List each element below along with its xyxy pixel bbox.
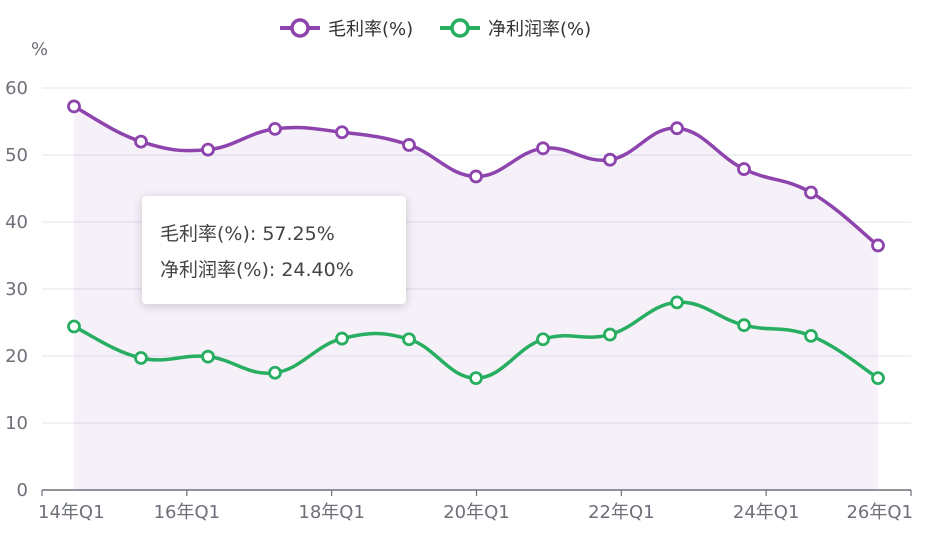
y-tick-label: 0 [17,480,28,501]
data-point[interactable] [469,371,483,386]
legend-item-1[interactable]: 净利润率(%) [440,18,591,40]
data-point[interactable] [536,332,550,347]
data-point[interactable] [335,331,349,346]
data-point[interactable] [134,134,148,149]
legend-swatch-marker [290,18,310,38]
data-point[interactable] [670,295,684,310]
x-tick-label: 20年Q1 [443,502,510,523]
y-axis-unit-label: % [31,39,48,60]
legend-label: 毛利率(%) [328,19,413,40]
data-point[interactable] [603,152,617,167]
x-tick-label: 24年Q1 [733,502,800,523]
y-tick-label: 30 [5,279,28,300]
tooltip-net-margin: 净利润率(%): 24.40% [160,259,354,281]
tooltip: 毛利率(%): 57.25% 净利润率(%): 24.40% [142,196,406,304]
x-tick-label: 16年Q1 [154,502,221,523]
data-point[interactable] [402,138,416,152]
data-point[interactable] [67,99,81,114]
data-point[interactable] [201,349,215,364]
x-tick-label: 22年Q1 [588,502,655,523]
tooltip-gross-margin: 毛利率(%): 57.25% [160,223,335,245]
data-point[interactable] [804,185,818,200]
data-point[interactable] [402,332,416,347]
x-tick-label: 14年Q1 [38,502,105,523]
data-point[interactable] [871,238,885,253]
data-point[interactable] [268,365,282,380]
y-tick-label: 60 [5,78,28,99]
data-point[interactable] [67,319,81,334]
data-point[interactable] [335,125,349,140]
legend-item-0[interactable]: 毛利率(%) [280,18,413,40]
data-point[interactable] [603,327,617,342]
data-point[interactable] [536,141,550,156]
data-point[interactable] [201,142,215,157]
y-tick-label: 10 [5,413,28,434]
x-tick-label: 18年Q1 [298,502,365,523]
data-point[interactable] [469,169,483,184]
data-point[interactable] [871,371,885,386]
data-point[interactable] [737,162,751,176]
y-tick-label: 50 [5,145,28,166]
data-point[interactable] [268,121,282,136]
axes: % 0 10 20 30 40 50 60 14年Q1 16年Q1 18年Q1 20年Q1 22年Q1… [5,39,913,523]
y-tick-label: 40 [5,212,28,233]
y-tick-label: 20 [5,346,28,367]
legend-swatch-marker [450,18,470,38]
legend[interactable]: 毛利率(%) 净利润率(%) [280,18,591,40]
data-point[interactable] [134,351,148,365]
legend-label: 净利润率(%) [488,19,591,40]
data-point[interactable] [737,318,751,333]
data-point[interactable] [804,328,818,343]
x-tick-label: 26年Q1 [846,502,913,523]
series-points[interactable] [67,99,885,386]
data-point[interactable] [670,121,684,136]
